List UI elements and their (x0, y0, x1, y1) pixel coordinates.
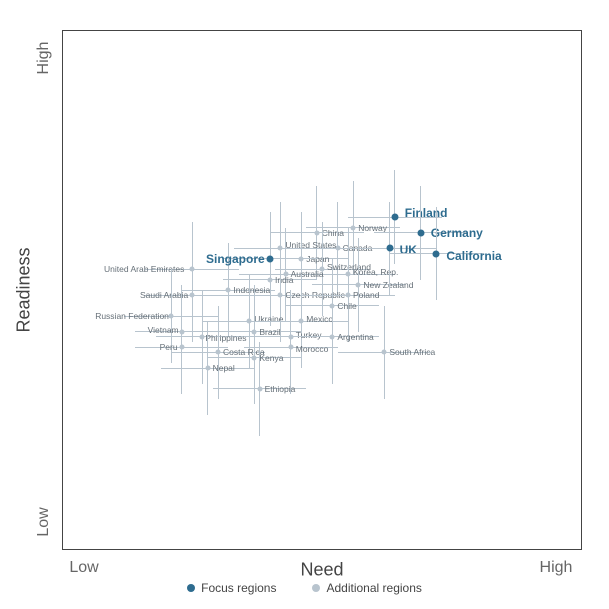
label-brazil: Brazil (259, 327, 280, 337)
label-korea-rep-: Korea, Rep. (353, 267, 398, 277)
point-mexico (299, 319, 304, 324)
label-ethiopia: Ethiopia (265, 384, 296, 394)
focus-point-california (433, 250, 440, 257)
point-poland (346, 293, 351, 298)
label-philippines: Philippines (205, 333, 246, 343)
legend: Focus regions Additional regions (0, 580, 609, 595)
label-china: China (322, 228, 344, 238)
x-tick-low: Low (69, 559, 98, 577)
label-peru: Peru (160, 342, 178, 352)
label-morocco: Morocco (296, 344, 329, 354)
legend-label: Focus regions (201, 581, 276, 595)
y-axis-label: Readiness (14, 247, 35, 332)
label-turkey: Turkey (296, 330, 322, 340)
point-nepal (205, 366, 210, 371)
legend-item-focus-regions: Focus regions (187, 580, 276, 595)
label-united-states: United States (285, 240, 336, 250)
legend-label: Additional regions (326, 581, 421, 595)
point-costa-rica (216, 350, 221, 355)
point-czech-republic (278, 293, 283, 298)
point-peru (179, 345, 184, 350)
legend-dot-icon (312, 584, 320, 592)
label-india: India (275, 275, 293, 285)
label-vietnam: Vietnam (148, 325, 179, 335)
y-tick-low: Low (35, 507, 53, 536)
focus-point-singapore (267, 255, 274, 262)
legend-item-additional-regions: Additional regions (312, 580, 421, 595)
label-united-arab-emirates: United Arab Emirates (104, 264, 184, 274)
label-norway: Norway (358, 223, 387, 233)
point-argentina (330, 334, 335, 339)
label-chile: Chile (337, 301, 356, 311)
label-mexico: Mexico (306, 314, 333, 324)
point-saudi-arabia (190, 293, 195, 298)
point-morocco (288, 345, 293, 350)
point-china (314, 230, 319, 235)
point-kenya (252, 355, 257, 360)
label-poland: Poland (353, 290, 379, 300)
point-norway (351, 225, 356, 230)
label-russian-federation: Russian Federation (95, 311, 169, 321)
point-ethiopia (257, 386, 262, 391)
x-axis-label: Need (300, 560, 343, 581)
label-ukraine: Ukraine (254, 314, 283, 324)
point-new-zealand (356, 282, 361, 287)
point-ukraine (247, 319, 252, 324)
focus-label-germany: Germany (431, 226, 483, 240)
label-australia: Australia (291, 269, 324, 279)
label-kenya: Kenya (259, 353, 283, 363)
label-indonesia: Indonesia (233, 285, 270, 295)
label-nepal: Nepal (213, 363, 235, 373)
legend-dot-icon (187, 584, 195, 592)
focus-label-uk: UK (400, 243, 417, 257)
readiness-need-scatter: Readiness Need Low High Low High Norway C… (0, 0, 609, 609)
point-indonesia (226, 288, 231, 293)
point-russian-federation (169, 314, 174, 319)
point-philippines (200, 334, 205, 339)
label-argentina: Argentina (337, 332, 373, 342)
focus-label-california: California (446, 249, 501, 263)
label-south-africa: South Africa (389, 347, 435, 357)
point-south-africa (382, 350, 387, 355)
focus-point-uk (386, 245, 393, 252)
focus-label-finland: Finland (405, 206, 448, 220)
focus-point-finland (391, 214, 398, 221)
focus-label-singapore: Singapore (206, 252, 265, 266)
focus-point-germany (417, 229, 424, 236)
x-tick-high: High (540, 559, 573, 577)
y-tick-high: High (35, 42, 53, 75)
